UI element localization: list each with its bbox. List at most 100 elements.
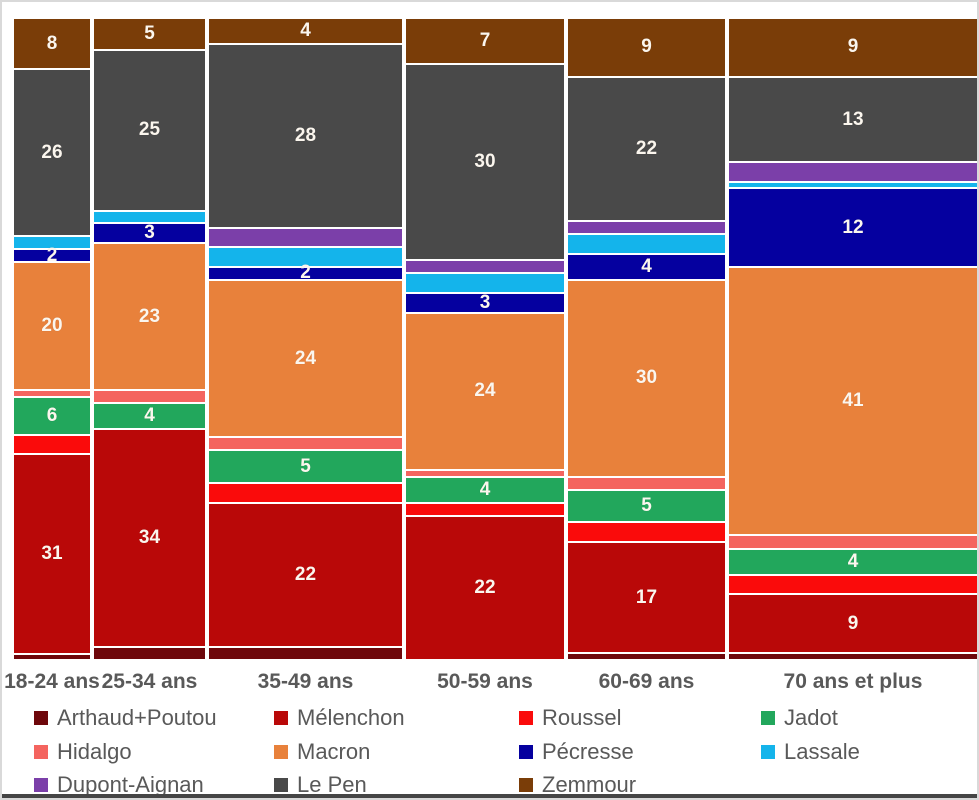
segment-pecresse-70-ans-et-plus: 12 — [729, 187, 977, 266]
segment-zemmour-18-24-ans: 8 — [14, 17, 90, 69]
legend-item-pecresse: Pécresse — [519, 741, 634, 763]
segment-zemmour-70-ans-et-plus: 9 — [729, 17, 977, 76]
x-axis-label-50-59-ans: 50-59 ans — [437, 670, 533, 693]
legend-label: Zemmour — [542, 772, 637, 797]
x-axis-label-70-ans-et-plus: 70 ans et plus — [783, 670, 923, 693]
segment-macron-35-49-ans: 24 — [209, 279, 402, 437]
segment-le-pen-35-49-ans: 28 — [209, 43, 402, 227]
legend-label: Le Pen — [297, 772, 367, 797]
legend-label: Arthaud+Poutou — [57, 705, 217, 730]
segment-arthaud-poutou-25-34-ans — [94, 646, 205, 659]
segment-dupont-aignan-35-49-ans — [209, 226, 402, 247]
segment-pecresse-50-59-ans: 3 — [406, 292, 564, 312]
segment-macron-60-69-ans: 30 — [568, 279, 725, 476]
segment-macron-18-24-ans: 20 — [14, 260, 90, 390]
legend-swatch-icon — [34, 711, 48, 725]
segment-melenchon-18-24-ans: 31 — [14, 453, 90, 653]
segment-lassale-25-34-ans — [94, 209, 205, 223]
x-axis-label-18-24-ans: 18-24 ans — [4, 670, 100, 693]
column-70-ans-et-plus: 9 13 12 41 4 9 — [729, 17, 977, 659]
segment-jadot-70-ans-et-plus: 4 — [729, 547, 977, 574]
segment-lassale-35-49-ans — [209, 246, 402, 266]
legend-label: Macron — [297, 739, 371, 764]
segment-lassale-70-ans-et-plus — [729, 180, 977, 188]
column-18-24-ans: 8 26 2 20 6 31 — [14, 17, 90, 659]
legend-swatch-icon — [519, 778, 533, 792]
segment-macron-25-34-ans: 23 — [94, 241, 205, 390]
segment-zemmour-35-49-ans: 4 — [209, 17, 402, 44]
column-60-69-ans: 9 22 4 30 5 17 — [568, 17, 725, 659]
legend-label: Mélenchon — [297, 705, 405, 730]
segment-zemmour-50-59-ans: 7 — [406, 17, 564, 63]
segment-arthaud-poutou-70-ans-et-plus — [729, 652, 977, 659]
segment-hidalgo-35-49-ans — [209, 436, 402, 450]
legend-item-dupont-aignan: Dupont-Aignan — [34, 774, 204, 796]
segment-le-pen-60-69-ans: 22 — [568, 75, 725, 221]
segment-melenchon-60-69-ans: 17 — [568, 541, 725, 653]
x-axis-label-60-69-ans: 60-69 ans — [598, 670, 695, 693]
segment-hidalgo-25-34-ans — [94, 389, 205, 403]
legend-item-jadot: Jadot — [761, 707, 838, 729]
legend-item-melenchon: Mélenchon — [274, 707, 405, 729]
legend-label: Lassale — [784, 739, 860, 764]
segment-arthaud-poutou-18-24-ans — [14, 652, 90, 659]
segment-roussel-18-24-ans — [14, 434, 90, 454]
legend-item-roussel: Roussel — [519, 707, 621, 729]
segment-le-pen-18-24-ans: 26 — [14, 68, 90, 236]
segment-le-pen-70-ans-et-plus: 13 — [729, 75, 977, 162]
segment-hidalgo-60-69-ans — [568, 475, 725, 489]
segment-jadot-35-49-ans: 5 — [209, 449, 402, 483]
legend-swatch-icon — [34, 745, 48, 759]
segment-zemmour-25-34-ans: 5 — [94, 17, 205, 50]
segment-dupont-aignan-60-69-ans — [568, 220, 725, 234]
segment-pecresse-18-24-ans: 2 — [14, 246, 90, 265]
bottom-window-edge — [2, 794, 977, 798]
segment-jadot-25-34-ans: 4 — [94, 402, 205, 428]
legend-label: Hidalgo — [57, 739, 132, 764]
legend-item-le-pen: Le Pen — [274, 774, 367, 796]
legend-label: Jadot — [784, 705, 838, 730]
segment-zemmour-60-69-ans: 9 — [568, 17, 725, 76]
segment-lassale-18-24-ans — [14, 235, 90, 249]
segment-arthaud-poutou-60-69-ans — [568, 652, 725, 659]
segment-melenchon-50-59-ans: 22 — [406, 514, 564, 659]
segment-dupont-aignan-50-59-ans — [406, 259, 564, 273]
legend-swatch-icon — [274, 711, 288, 725]
legend-label: Dupont-Aignan — [57, 772, 204, 797]
segment-jadot-60-69-ans: 5 — [568, 488, 725, 522]
segment-melenchon-35-49-ans: 22 — [209, 501, 402, 646]
segment-roussel-50-59-ans — [406, 501, 564, 515]
segment-arthaud-poutou-35-49-ans — [209, 645, 402, 659]
column-35-49-ans: 4 28 2 24 5 22 — [209, 17, 402, 659]
segment-lassale-50-59-ans — [406, 272, 564, 293]
legend-swatch-icon — [274, 778, 288, 792]
x-axis-label-25-34-ans: 25-34 ans — [101, 670, 198, 693]
legend-swatch-icon — [519, 711, 533, 725]
column-50-59-ans: 7 30 3 24 4 22 — [406, 17, 564, 659]
mosaic-plot-area: 8 26 2 20 6 31 5 25 3 23 4 34 4 28 2 24 5 22 7 30 3 24 4 22 9 22 4… — [14, 17, 977, 659]
segment-le-pen-50-59-ans: 30 — [406, 62, 564, 260]
legend-swatch-icon — [34, 778, 48, 792]
segment-roussel-70-ans-et-plus — [729, 573, 977, 594]
legend-item-hidalgo: Hidalgo — [34, 741, 132, 763]
segment-melenchon-25-34-ans: 34 — [94, 427, 205, 647]
segment-roussel-35-49-ans — [209, 482, 402, 502]
legend-label: Pécresse — [542, 739, 634, 764]
segment-hidalgo-50-59-ans — [406, 468, 564, 476]
legend-label: Roussel — [542, 705, 622, 730]
x-axis-label-35-49-ans: 35-49 ans — [257, 670, 354, 693]
segment-le-pen-25-34-ans: 25 — [94, 49, 205, 210]
segment-hidalgo-70-ans-et-plus — [729, 534, 977, 548]
segment-melenchon-70-ans-et-plus: 9 — [729, 593, 977, 653]
segment-roussel-60-69-ans — [568, 521, 725, 541]
legend-swatch-icon — [274, 745, 288, 759]
legend-swatch-icon — [761, 711, 775, 725]
segment-hidalgo-18-24-ans — [14, 389, 90, 396]
segment-macron-70-ans-et-plus: 41 — [729, 265, 977, 535]
legend-item-zemmour: Zemmour — [519, 774, 636, 796]
column-25-34-ans: 5 25 3 23 4 34 — [94, 17, 205, 659]
legend-item-arthaud-poutou: Arthaud+Poutou — [34, 707, 217, 729]
segment-dupont-aignan-70-ans-et-plus — [729, 161, 977, 181]
segment-pecresse-35-49-ans: 2 — [209, 263, 402, 282]
